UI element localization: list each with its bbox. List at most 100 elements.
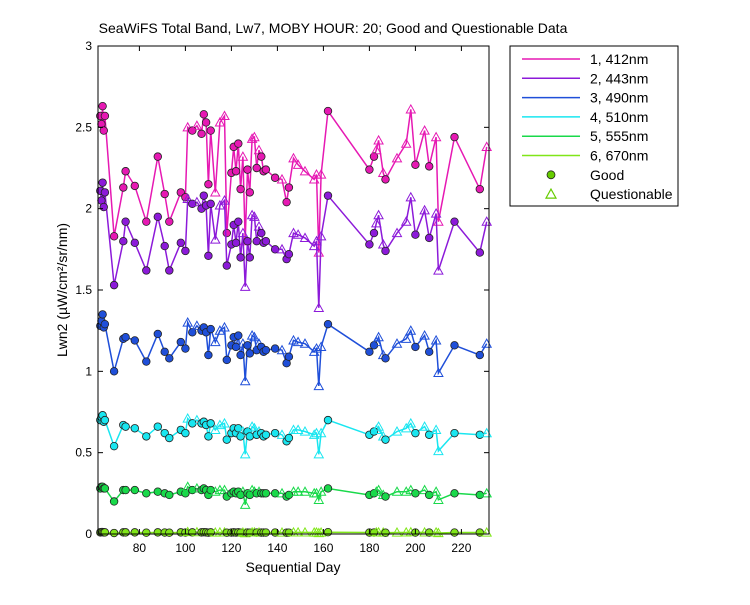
good-point bbox=[197, 129, 206, 139]
questionable-point bbox=[214, 419, 226, 430]
questionable-point bbox=[400, 422, 412, 433]
questionable-point bbox=[214, 325, 226, 335]
questionable-point bbox=[299, 425, 311, 436]
good-point bbox=[153, 152, 162, 161]
questionable-point bbox=[400, 333, 412, 343]
good-point bbox=[450, 489, 459, 498]
good-point bbox=[100, 415, 110, 425]
good-point bbox=[142, 357, 151, 366]
questionable-point bbox=[430, 131, 442, 142]
x-tick-label: 200 bbox=[405, 541, 425, 555]
good-point bbox=[411, 489, 420, 498]
questionable-point bbox=[292, 336, 304, 347]
good-point bbox=[100, 528, 110, 537]
x-tick-label: 120 bbox=[221, 541, 241, 555]
good-point bbox=[365, 347, 374, 357]
good-point bbox=[181, 246, 190, 256]
good-point bbox=[381, 246, 390, 256]
questionable-point bbox=[391, 527, 403, 537]
questionable-point bbox=[400, 216, 412, 226]
good-point bbox=[165, 433, 174, 443]
good-point bbox=[100, 484, 110, 493]
good-point bbox=[130, 485, 139, 495]
good-point bbox=[222, 228, 231, 238]
good-point bbox=[270, 489, 280, 498]
good-point bbox=[261, 236, 271, 246]
legend: 1, 412nm 2, 443nm 3, 490nm 4, 510nm 5, 555nm… bbox=[509, 45, 679, 207]
good-point bbox=[284, 183, 294, 192]
questionable-point bbox=[391, 152, 403, 163]
good-point bbox=[475, 248, 484, 257]
good-point bbox=[109, 232, 119, 241]
y-tick-label: 1.5 bbox=[75, 283, 92, 297]
good-point bbox=[365, 165, 374, 174]
good-point bbox=[188, 126, 197, 135]
good-point bbox=[222, 435, 231, 444]
questionable-point bbox=[209, 186, 221, 197]
good-point bbox=[206, 126, 215, 135]
questionable-point bbox=[214, 116, 226, 127]
good-point bbox=[153, 487, 162, 496]
legend-label: 2, 443nm bbox=[590, 70, 648, 86]
y-tick-label: 2.5 bbox=[75, 120, 92, 134]
good-point bbox=[261, 528, 271, 537]
questionable-point bbox=[419, 125, 430, 135]
good-point bbox=[165, 354, 174, 363]
questionable-point bbox=[313, 448, 325, 459]
good-point bbox=[381, 435, 390, 444]
good-point bbox=[206, 199, 215, 208]
questionable-point bbox=[299, 486, 311, 496]
y-axis: 0 0.5 1 1.5 2 2.5 3 bbox=[75, 39, 489, 541]
x-tick-label: 140 bbox=[267, 541, 287, 555]
good-point bbox=[381, 354, 390, 363]
good-point bbox=[381, 175, 390, 184]
good-point bbox=[323, 528, 333, 537]
good-point bbox=[231, 238, 241, 248]
questionable-point bbox=[313, 380, 325, 391]
good-point bbox=[222, 261, 231, 270]
questionable-point bbox=[219, 321, 230, 332]
good-point bbox=[411, 428, 420, 438]
good-point bbox=[109, 367, 119, 376]
questionable-point bbox=[315, 427, 327, 438]
questionable-point bbox=[433, 527, 444, 538]
good-point bbox=[450, 528, 459, 537]
questionable-point bbox=[391, 486, 403, 496]
good-point bbox=[142, 432, 151, 441]
good-point bbox=[369, 152, 379, 161]
good-point bbox=[100, 319, 110, 329]
questionable-point bbox=[276, 487, 288, 498]
good-point bbox=[188, 328, 197, 337]
good-point bbox=[284, 433, 294, 443]
good-point bbox=[234, 217, 243, 226]
questionable-point bbox=[315, 486, 327, 496]
questionable-point bbox=[419, 204, 430, 215]
good-point bbox=[98, 310, 107, 319]
good-point bbox=[121, 422, 130, 431]
good-point bbox=[181, 344, 190, 353]
legend-label: 5, 555nm bbox=[590, 128, 648, 144]
good-point bbox=[165, 528, 174, 537]
good-point bbox=[199, 110, 208, 119]
questionable-point bbox=[246, 484, 258, 495]
good-point bbox=[270, 344, 280, 353]
good-point bbox=[411, 160, 420, 169]
questionable-point bbox=[430, 526, 442, 537]
good-point bbox=[119, 183, 128, 192]
x-tick-label: 160 bbox=[313, 541, 333, 555]
good-point bbox=[323, 191, 333, 200]
good-point bbox=[270, 245, 280, 254]
questionable-point bbox=[299, 338, 311, 348]
legend-questionable-marker bbox=[544, 187, 558, 199]
good-point bbox=[109, 528, 119, 538]
good-point bbox=[243, 236, 252, 246]
questionable-point bbox=[433, 264, 444, 275]
good-point bbox=[475, 350, 484, 360]
good-point bbox=[204, 251, 213, 261]
questionable-point bbox=[288, 152, 299, 163]
good-point bbox=[176, 238, 185, 248]
good-point bbox=[130, 528, 139, 537]
questionable-point bbox=[191, 414, 203, 425]
questionable-point bbox=[239, 448, 251, 459]
